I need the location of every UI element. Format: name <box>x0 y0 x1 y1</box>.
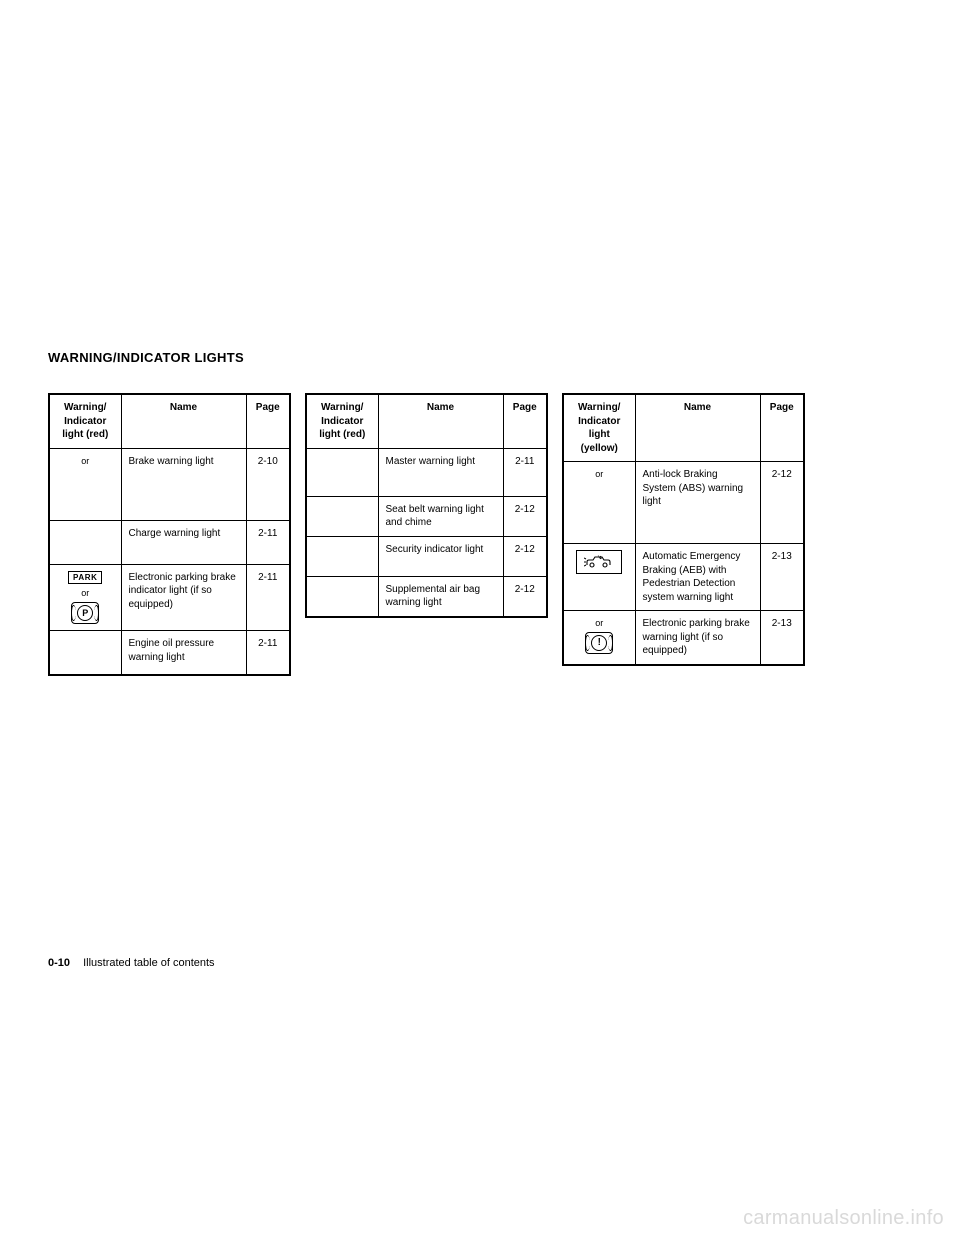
icon-cell <box>49 631 121 675</box>
page-cell: 2-10 <box>246 448 290 520</box>
park-p-icon: PARK or P <box>57 571 114 625</box>
table2-header-icon: Warning/ Indicator light (red) <box>306 394 378 448</box>
watermark: carmanualsonline.info <box>743 1207 944 1230</box>
warning-table-yellow: Warning/ Indicator light (yellow) Name P… <box>562 393 805 666</box>
table-row: or ! Electronic parking brake warning li… <box>563 611 804 665</box>
tables-row: Warning/ Indicator light (red) Name Page… <box>48 393 912 676</box>
table-row: Security indicator light 2-12 <box>306 536 547 576</box>
table3-header-icon: Warning/ Indicator light (yellow) <box>563 394 635 462</box>
or-text: or <box>81 587 89 599</box>
page-cell: 2-12 <box>503 536 547 576</box>
warning-table-red-1: Warning/ Indicator light (red) Name Page… <box>48 393 291 676</box>
icon-cell: or <box>49 448 121 520</box>
page-cell: 2-13 <box>760 611 804 665</box>
table1-header-icon: Warning/ Indicator light (red) <box>49 394 121 448</box>
car-crash-icon <box>584 555 614 569</box>
table2-header-name: Name <box>378 394 503 448</box>
icon-cell: PARK or P <box>49 564 121 631</box>
table1-header-page: Page <box>246 394 290 448</box>
icon-cell <box>306 576 378 617</box>
name-cell: Engine oil pressure warning light <box>121 631 246 675</box>
name-cell: Master warning light <box>378 448 503 496</box>
table3-header-page: Page <box>760 394 804 462</box>
warning-table-red-2: Warning/ Indicator light (red) Name Page… <box>305 393 548 618</box>
table1-header-name: Name <box>121 394 246 448</box>
page-content: WARNING/INDICATOR LIGHTS Warning/ Indica… <box>48 350 912 676</box>
icon-cell <box>306 448 378 496</box>
table3-header-name: Name <box>635 394 760 462</box>
name-cell: Security indicator light <box>378 536 503 576</box>
table-row: or Anti-lock Braking System (ABS) warnin… <box>563 462 804 544</box>
name-cell: Seat belt warning light and chime <box>378 496 503 536</box>
icon-cell: or <box>563 462 635 544</box>
excl-p-icon: or ! <box>571 617 628 654</box>
table-row: Engine oil pressure warning light 2-11 <box>49 631 290 675</box>
table-row: PARK or P Electronic parking brake indic… <box>49 564 290 631</box>
table-row: Supplemental air bag warning light 2-12 <box>306 576 547 617</box>
or-text: or <box>595 617 603 629</box>
name-cell: Supplemental air bag warning light <box>378 576 503 617</box>
aeb-icon <box>576 550 622 574</box>
table-row: Automatic Emergency Braking (AEB) with P… <box>563 544 804 611</box>
page-cell: 2-11 <box>246 520 290 564</box>
page-cell: 2-11 <box>246 564 290 631</box>
table-row: Charge warning light 2-11 <box>49 520 290 564</box>
p-circle-icon: P <box>71 602 99 624</box>
page-cell: 2-13 <box>760 544 804 611</box>
page-cell: 2-11 <box>246 631 290 675</box>
icon-cell <box>306 496 378 536</box>
page-cell: 2-12 <box>503 496 547 536</box>
or-text: or <box>595 469 603 479</box>
table-row: Seat belt warning light and chime 2-12 <box>306 496 547 536</box>
name-cell: Anti-lock Braking System (ABS) warning l… <box>635 462 760 544</box>
or-text: or <box>81 456 89 466</box>
name-cell: Electronic parking brake warning light (… <box>635 611 760 665</box>
name-cell: Electronic parking brake indicator light… <box>121 564 246 631</box>
icon-cell <box>563 544 635 611</box>
icon-cell <box>306 536 378 576</box>
name-cell: Brake warning light <box>121 448 246 520</box>
park-box-icon: PARK <box>68 571 102 585</box>
table-row: Master warning light 2-11 <box>306 448 547 496</box>
page-footer: 0-10 Illustrated table of contents <box>48 957 215 969</box>
page-cell: 2-11 <box>503 448 547 496</box>
icon-cell <box>49 520 121 564</box>
icon-cell: or ! <box>563 611 635 665</box>
table2-header-page: Page <box>503 394 547 448</box>
name-cell: Automatic Emergency Braking (AEB) with P… <box>635 544 760 611</box>
page-cell: 2-12 <box>503 576 547 617</box>
section-title: WARNING/INDICATOR LIGHTS <box>48 350 912 365</box>
excl-circle-icon: ! <box>585 632 613 654</box>
table-row: or Brake warning light 2-10 <box>49 448 290 520</box>
footer-page-number: 0-10 <box>48 957 70 969</box>
page-cell: 2-12 <box>760 462 804 544</box>
footer-chaptername: Illustrated table of contents <box>83 957 214 969</box>
name-cell: Charge warning light <box>121 520 246 564</box>
